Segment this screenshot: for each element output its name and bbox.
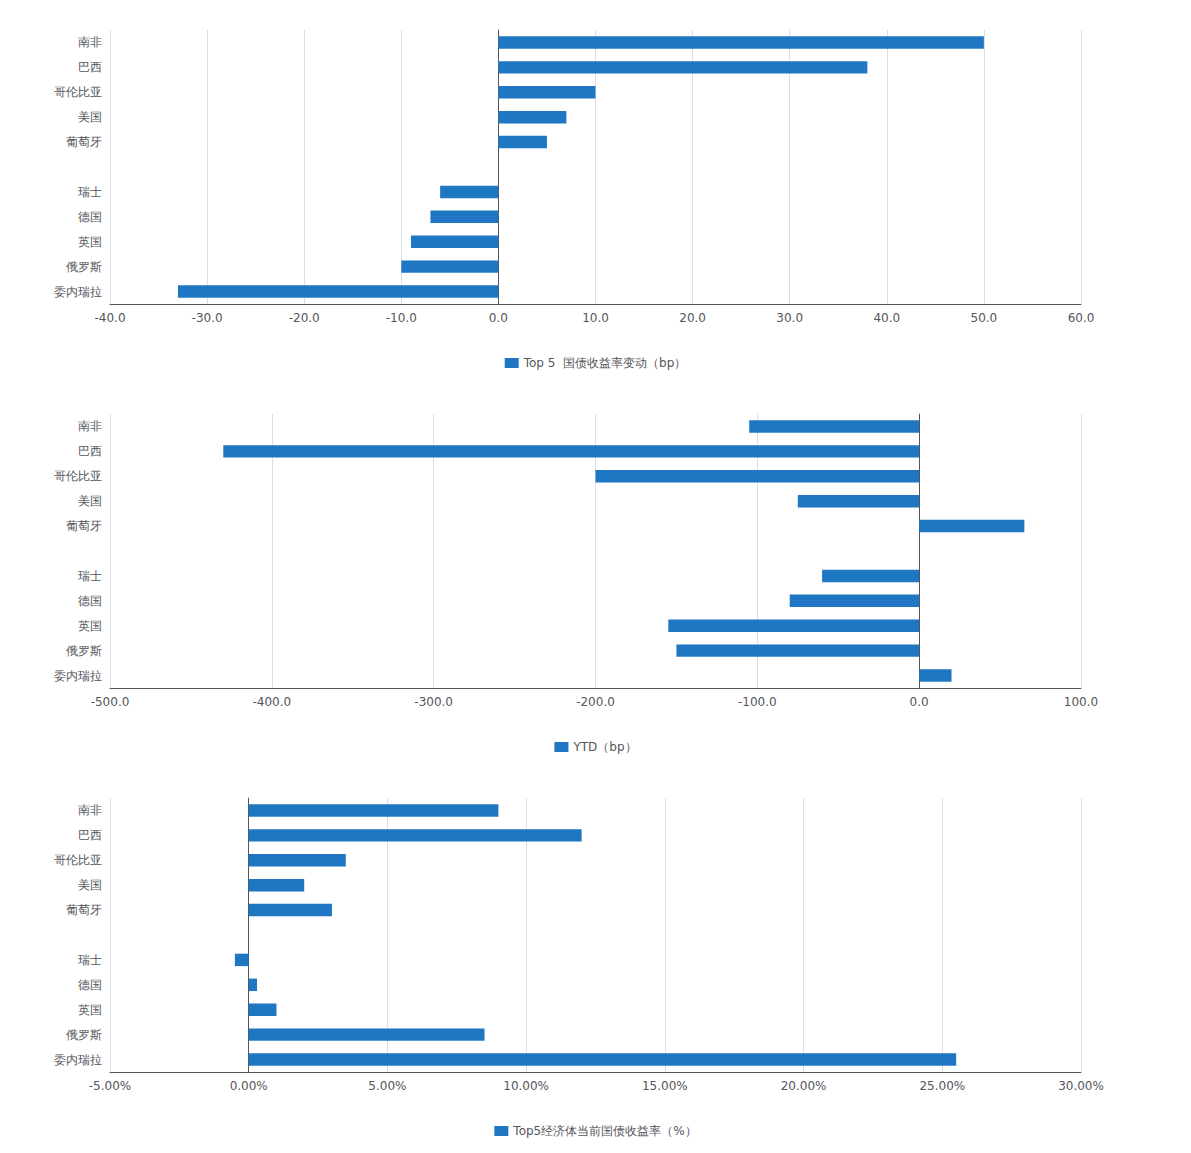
svg-text:10.00%: 10.00% xyxy=(503,1079,549,1093)
svg-text:100.0: 100.0 xyxy=(1064,695,1098,709)
svg-text:-500.0: -500.0 xyxy=(91,695,130,709)
svg-text:-5.00%: -5.00% xyxy=(89,1079,131,1093)
svg-text:葡萄牙: 葡萄牙 xyxy=(66,135,102,149)
svg-text:巴西: 巴西 xyxy=(78,60,102,74)
svg-text:南非: 南非 xyxy=(78,803,102,817)
svg-text:哥伦比亚: 哥伦比亚 xyxy=(54,853,102,867)
svg-text:瑞士: 瑞士 xyxy=(78,569,102,583)
svg-text:Top5经济体当前国债收益率（%）: Top5经济体当前国债收益率（%） xyxy=(512,1124,696,1138)
svg-text:委内瑞拉: 委内瑞拉 xyxy=(54,1053,102,1067)
svg-text:0.0: 0.0 xyxy=(910,695,929,709)
svg-text:英国: 英国 xyxy=(78,1003,102,1017)
svg-text:15.00%: 15.00% xyxy=(642,1079,688,1093)
svg-text:20.00%: 20.00% xyxy=(781,1079,827,1093)
svg-text:-400.0: -400.0 xyxy=(252,695,291,709)
svg-text:德国: 德国 xyxy=(78,594,102,608)
svg-text:委内瑞拉: 委内瑞拉 xyxy=(54,669,102,683)
svg-text:俄罗斯: 俄罗斯 xyxy=(66,1028,102,1042)
svg-text:0.00%: 0.00% xyxy=(230,1079,268,1093)
svg-text:-40.0: -40.0 xyxy=(94,311,125,325)
svg-text:30.00%: 30.00% xyxy=(1058,1079,1104,1093)
svg-text:委内瑞拉: 委内瑞拉 xyxy=(54,285,102,299)
svg-text:南非: 南非 xyxy=(78,419,102,433)
svg-text:瑞士: 瑞士 xyxy=(78,953,102,967)
svg-text:德国: 德国 xyxy=(78,978,102,992)
svg-text:25.00%: 25.00% xyxy=(919,1079,965,1093)
svg-text:5.00%: 5.00% xyxy=(368,1079,406,1093)
svg-text:-100.0: -100.0 xyxy=(738,695,777,709)
svg-text:瑞士: 瑞士 xyxy=(78,185,102,199)
svg-text:巴西: 巴西 xyxy=(78,828,102,842)
svg-text:50.0: 50.0 xyxy=(971,311,998,325)
svg-text:60.0: 60.0 xyxy=(1068,311,1095,325)
svg-text:俄罗斯: 俄罗斯 xyxy=(66,644,102,658)
svg-text:20.0: 20.0 xyxy=(679,311,706,325)
svg-text:美国: 美国 xyxy=(78,110,102,124)
svg-text:葡萄牙: 葡萄牙 xyxy=(66,903,102,917)
svg-text:Top 5 国债收益率变动（bp）: Top 5 国债收益率变动（bp） xyxy=(523,356,687,370)
svg-text:葡萄牙: 葡萄牙 xyxy=(66,519,102,533)
svg-text:英国: 英国 xyxy=(78,619,102,633)
svg-text:10.0: 10.0 xyxy=(582,311,609,325)
svg-text:德国: 德国 xyxy=(78,210,102,224)
svg-text:40.0: 40.0 xyxy=(873,311,900,325)
svg-text:-200.0: -200.0 xyxy=(576,695,615,709)
svg-text:南非: 南非 xyxy=(78,35,102,49)
svg-text:-10.0: -10.0 xyxy=(386,311,417,325)
svg-text:YTD（bp）: YTD（bp） xyxy=(572,740,636,754)
svg-text:美国: 美国 xyxy=(78,494,102,508)
svg-text:-300.0: -300.0 xyxy=(414,695,453,709)
svg-text:英国: 英国 xyxy=(78,235,102,249)
svg-text:美国: 美国 xyxy=(78,878,102,892)
svg-text:0.0: 0.0 xyxy=(489,311,508,325)
svg-text:30.0: 30.0 xyxy=(776,311,803,325)
svg-text:-30.0: -30.0 xyxy=(192,311,223,325)
svg-text:巴西: 巴西 xyxy=(78,444,102,458)
svg-text:-20.0: -20.0 xyxy=(289,311,320,325)
svg-text:哥伦比亚: 哥伦比亚 xyxy=(54,85,102,99)
svg-text:哥伦比亚: 哥伦比亚 xyxy=(54,469,102,483)
svg-text:俄罗斯: 俄罗斯 xyxy=(66,260,102,274)
